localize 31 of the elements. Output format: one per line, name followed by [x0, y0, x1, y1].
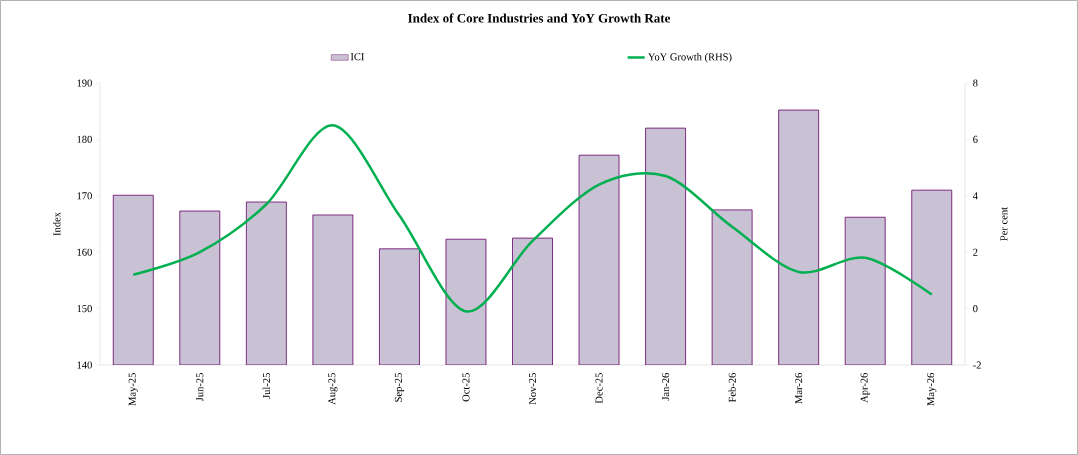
y2-tick-label: -2: [973, 361, 981, 369]
y2-tick-label: 6: [973, 135, 978, 143]
y2-axis-title: Per cent: [1000, 207, 1008, 241]
line-series: [132, 124, 933, 313]
legend-label: YoY Growth (RHS): [648, 53, 732, 63]
x-tick-label: Feb-26: [728, 373, 736, 403]
y-tick-label: 190: [77, 79, 92, 87]
y-tick-label: 150: [77, 305, 92, 313]
y2-tick-label: 2: [973, 248, 978, 256]
legend-label: ICI: [350, 53, 365, 61]
y2-tick-label: 4: [972, 192, 978, 200]
x-tick-label: Oct-25: [462, 373, 470, 402]
x-tick-label: Jun-25: [196, 373, 204, 402]
y2-tick-label: 0: [973, 305, 978, 313]
x-tick-label: Jul-25: [262, 373, 271, 399]
x-tick-label: May-26: [927, 373, 937, 406]
y-axis-title: Index: [53, 212, 61, 236]
y-tick-label: 160: [77, 248, 92, 256]
x-tick-label: Dec-25: [595, 373, 603, 404]
chart-title: Index of Core Industries and YoY Growth Rate: [408, 13, 671, 23]
x-tick-label: Apr-26: [860, 373, 870, 403]
x-tick-label: Sep-25: [394, 373, 405, 402]
y-tick-label: 180: [77, 135, 92, 143]
x-tick-label: Nov-25: [528, 373, 537, 405]
x-tick-label: Mar-26: [795, 373, 803, 404]
x-tick-label: May-25: [128, 373, 138, 406]
x-tick-label: Jan-26: [662, 373, 670, 401]
y-tick-label: 170: [77, 192, 92, 200]
x-tick-label: Aug-25: [328, 373, 338, 405]
y-tick-label: 140: [77, 361, 92, 369]
y2-tick-label: 8: [973, 79, 978, 87]
